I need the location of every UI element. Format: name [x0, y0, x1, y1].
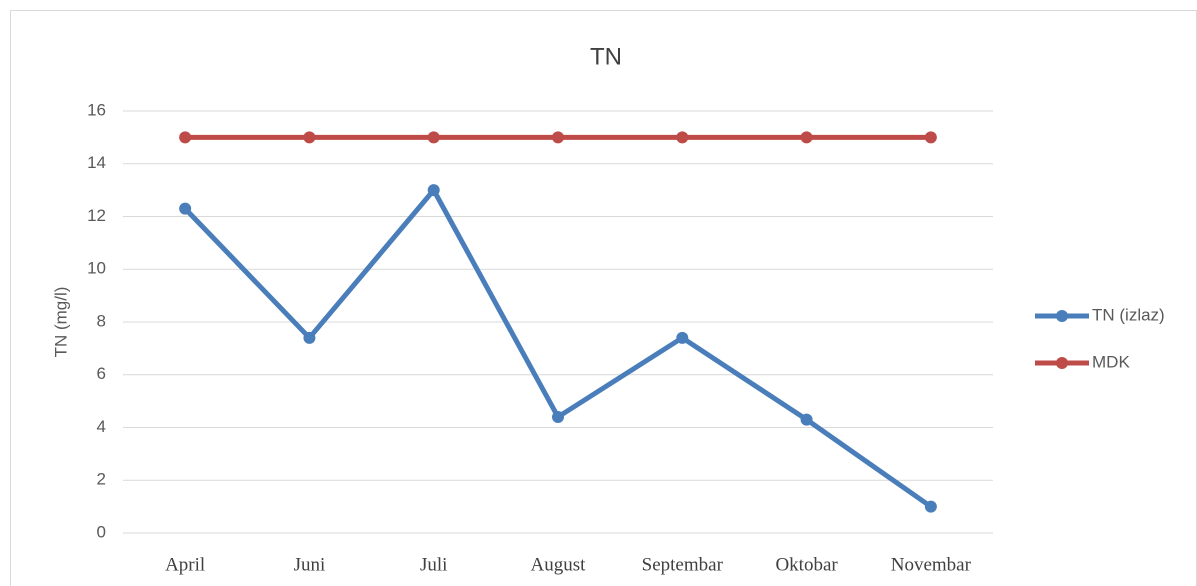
chart-border [10, 10, 1197, 586]
y-tick-label: 4 [97, 417, 106, 436]
data-point [676, 331, 689, 344]
y-tick-label: 6 [97, 364, 106, 383]
y-axis-label: TN (mg/l) [51, 287, 70, 358]
data-point [303, 131, 316, 144]
data-point [427, 184, 440, 197]
x-tick-label: August [531, 554, 587, 575]
data-point [924, 500, 937, 513]
x-tick-label: Juli [420, 554, 447, 575]
data-point [800, 131, 813, 144]
legend-marker [1056, 310, 1068, 322]
data-point [179, 131, 192, 144]
x-tick-label: Juni [294, 554, 326, 575]
legend-marker [1056, 357, 1068, 369]
y-tick-label: 16 [87, 100, 106, 119]
y-tick-label: 14 [87, 153, 106, 172]
y-tick-label: 10 [87, 259, 106, 278]
data-point [552, 131, 564, 144]
data-point [427, 131, 440, 144]
y-tick-label: 8 [97, 311, 106, 330]
data-point [179, 202, 192, 215]
x-tick-label: April [165, 554, 205, 575]
data-point [552, 410, 564, 423]
data-point [303, 331, 316, 344]
chart-title: TN [590, 43, 622, 70]
data-point [676, 131, 689, 144]
y-tick-label: 12 [87, 206, 106, 225]
y-tick-label: 2 [97, 470, 106, 489]
x-tick-label: Oktobar [775, 554, 838, 575]
data-point [924, 131, 937, 144]
x-tick-label: Septembar [642, 554, 724, 575]
series-line [183, 187, 933, 509]
x-tick-label: Novembar [891, 554, 972, 575]
data-point [800, 413, 813, 426]
legend-label: TN (izlaz) [1092, 305, 1165, 324]
legend-label: MDK [1092, 352, 1130, 371]
y-tick-label: 0 [97, 522, 106, 541]
